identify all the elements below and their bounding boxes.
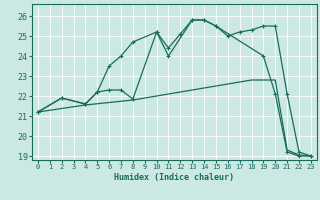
X-axis label: Humidex (Indice chaleur): Humidex (Indice chaleur) bbox=[115, 173, 234, 182]
